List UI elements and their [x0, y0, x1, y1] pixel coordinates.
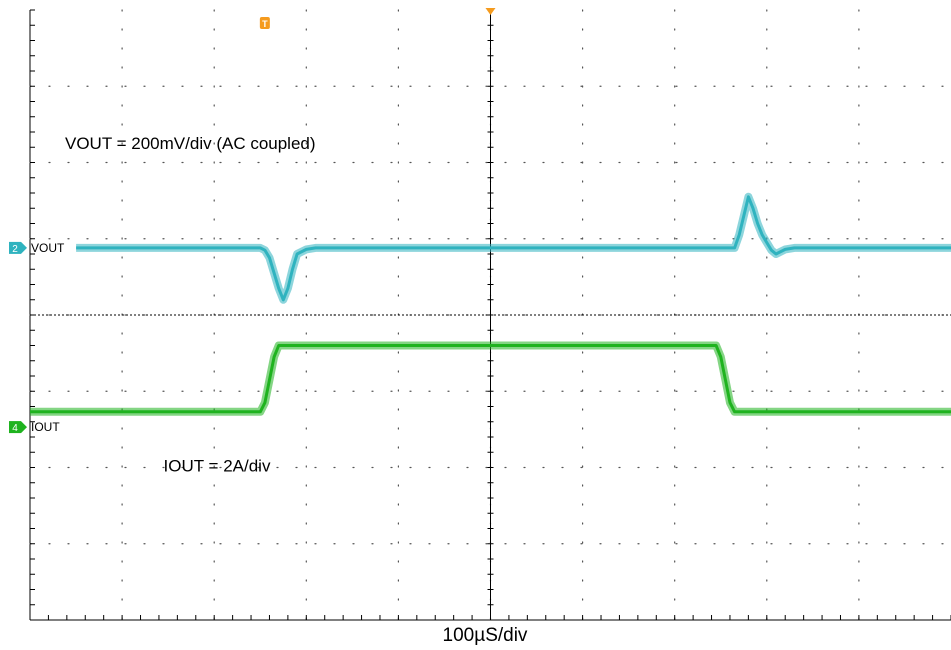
iout-channel-label: IOUT [31, 420, 60, 434]
vout-scale-annotation: VOUT = 200mV/div (AC coupled) [65, 134, 316, 153]
iout-trace [30, 344, 951, 414]
trigger-position-marker [485, 8, 496, 15]
iout-channel-tag [9, 421, 21, 434]
trigger-marker-label: T [262, 19, 268, 29]
vout-channel-tag [9, 241, 21, 254]
iout-scale-annotation: IOUT = 2A/div [164, 456, 271, 475]
channel-markers: 2 VOUT 4 IOUT T [9, 8, 496, 434]
iout-channel-number: 4 [12, 423, 18, 434]
vout-channel-number: 2 [12, 244, 18, 255]
waveform-traces: VOUT = 200mV/div (AC coupled) IOUT = 2A/d… [30, 134, 951, 475]
vout-trace [76, 195, 951, 302]
vout-channel-label: VOUT [31, 241, 65, 255]
trigger-marker [259, 17, 270, 29]
timebase-label: 100µS/div [443, 625, 528, 646]
iout-channel-arrow [21, 421, 27, 434]
graticule [29, 9, 951, 621]
vout-channel-arrow [21, 241, 27, 254]
